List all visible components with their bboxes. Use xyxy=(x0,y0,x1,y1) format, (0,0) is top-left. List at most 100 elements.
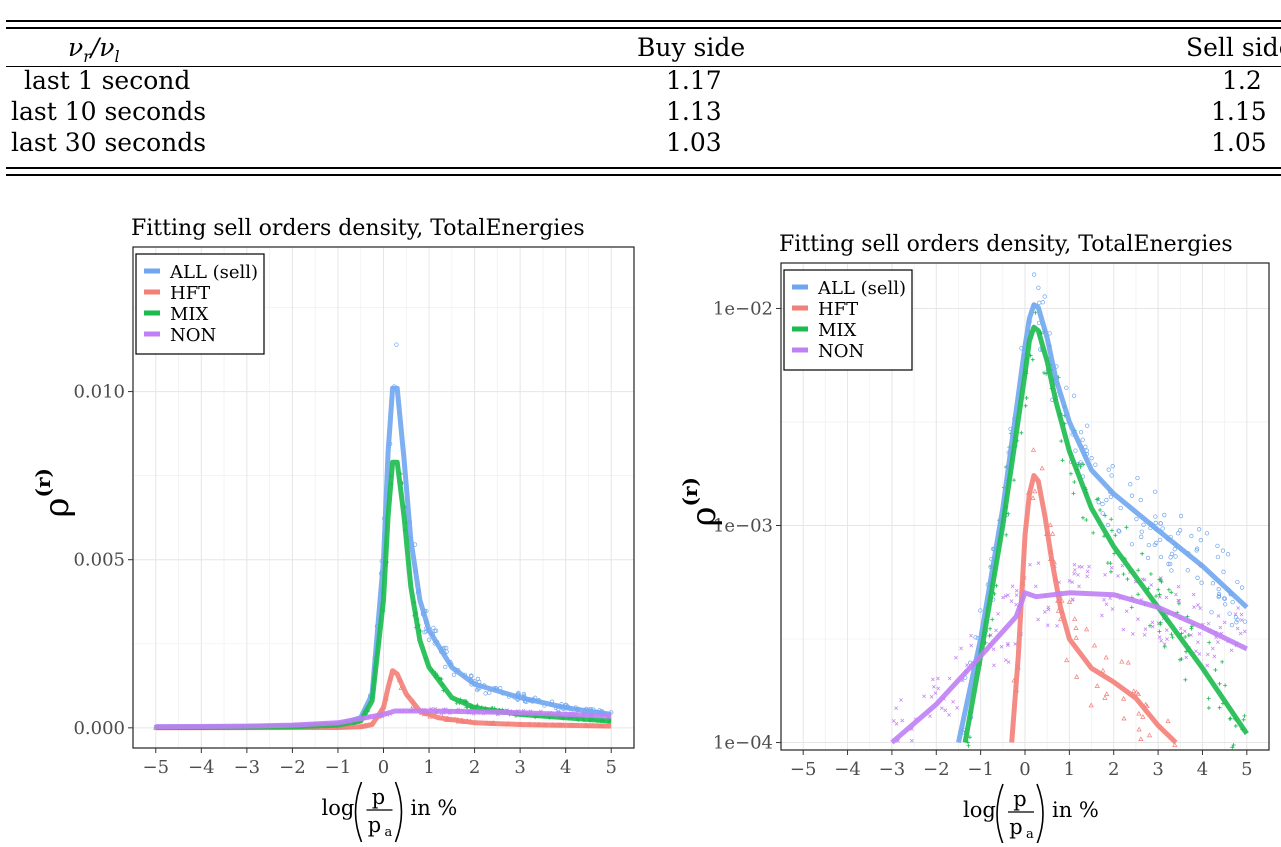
data-point xyxy=(947,712,951,717)
data-point xyxy=(1157,592,1162,597)
data-point xyxy=(1047,522,1053,527)
data-point xyxy=(1173,554,1178,559)
series-points-mix xyxy=(965,310,1247,750)
data-point xyxy=(1225,552,1231,557)
data-point xyxy=(1100,501,1105,507)
data-point xyxy=(1121,715,1127,721)
data-point xyxy=(1100,613,1104,618)
x-tick-label: 4 xyxy=(560,757,571,778)
y-tick-label: 1e−04 xyxy=(713,733,773,754)
x-tick-label: 0 xyxy=(1019,759,1030,780)
data-point xyxy=(1139,529,1144,534)
row-label: last 1 second xyxy=(24,66,191,95)
data-point xyxy=(1222,596,1228,601)
header-buy-side: Buy side xyxy=(637,33,746,62)
data-point xyxy=(1197,652,1202,656)
data-point xyxy=(1125,577,1130,582)
x-tick-label: −3 xyxy=(879,759,906,780)
series-line-hft xyxy=(155,668,612,731)
data-point xyxy=(1118,505,1123,511)
data-point xyxy=(1103,654,1109,660)
x-tick-label: 4 xyxy=(1197,759,1208,780)
data-point xyxy=(1013,642,1018,646)
data-point xyxy=(1206,705,1211,710)
data-point xyxy=(1100,511,1105,516)
data-point xyxy=(992,663,996,668)
data-point xyxy=(1085,574,1090,579)
data-point xyxy=(1153,514,1158,519)
data-point xyxy=(1036,617,1041,622)
data-point xyxy=(1121,572,1126,577)
x-axis-denominator-sub: a xyxy=(385,825,393,840)
x-axis-numerator: p xyxy=(372,785,385,809)
data-point xyxy=(1233,615,1239,620)
x-axis-paren-left xyxy=(996,783,1004,845)
data-point xyxy=(1172,742,1178,747)
data-point xyxy=(1194,548,1199,553)
header-sell-side: Sell side xyxy=(1186,33,1281,62)
data-point xyxy=(1235,626,1240,631)
data-point xyxy=(1162,642,1167,646)
data-point xyxy=(1144,703,1150,709)
data-point xyxy=(1087,564,1091,569)
data-point xyxy=(1192,605,1196,609)
legend-label-hft: HFT xyxy=(170,283,210,304)
data-point xyxy=(1166,561,1171,567)
data-point xyxy=(1176,601,1181,606)
data-point xyxy=(1183,635,1188,640)
data-point xyxy=(1154,594,1159,599)
x-tick-label: 2 xyxy=(469,757,480,778)
data-point xyxy=(1091,642,1098,648)
x-axis-paren-left xyxy=(354,781,363,843)
data-point xyxy=(1158,521,1163,526)
data-point xyxy=(1169,551,1175,557)
data-point xyxy=(1064,657,1070,663)
data-point xyxy=(1176,584,1181,589)
data-point xyxy=(1037,300,1042,305)
data-point xyxy=(1157,577,1162,582)
data-point xyxy=(1089,456,1094,461)
data-point xyxy=(1189,626,1194,631)
y-axis-rho-sup: (r) xyxy=(31,468,55,497)
data-point xyxy=(987,633,992,638)
data-point xyxy=(1154,540,1159,546)
data-point xyxy=(1055,623,1059,628)
data-point xyxy=(431,625,436,631)
chart-log-density: Fitting sell orders density, TotalEnergi… xyxy=(660,195,1281,845)
data-point xyxy=(1030,495,1036,500)
header-ratio-nu: ν xyxy=(68,33,84,62)
data-point xyxy=(1108,494,1114,500)
x-axis-suffix: in % xyxy=(411,796,458,820)
data-point xyxy=(954,655,958,660)
data-point xyxy=(1064,385,1069,390)
data-point xyxy=(1195,575,1200,580)
data-point xyxy=(1210,581,1216,586)
data-point xyxy=(1156,587,1161,592)
data-point xyxy=(475,676,481,682)
data-point xyxy=(929,694,934,699)
series-line-all xyxy=(956,302,1249,744)
chart-linear-density: Fitting sell orders density, TotalEnergi… xyxy=(0,195,640,843)
data-point xyxy=(1216,587,1221,592)
x-tick-label: −1 xyxy=(325,757,352,778)
data-point xyxy=(894,706,899,711)
data-point xyxy=(959,646,963,651)
data-point xyxy=(1206,621,1211,626)
data-point xyxy=(1194,546,1200,551)
x-tick-label: 3 xyxy=(1152,759,1163,780)
data-point xyxy=(1106,467,1111,472)
data-point xyxy=(1104,602,1109,607)
header-ratio-r: r xyxy=(83,47,91,66)
data-point xyxy=(1149,583,1154,587)
data-point xyxy=(1102,597,1106,602)
legend-label-all: ALL (sell) xyxy=(817,278,906,299)
data-point xyxy=(1162,512,1167,518)
data-point xyxy=(988,626,993,631)
data-point xyxy=(1006,660,1011,664)
data-point xyxy=(1140,551,1145,556)
data-point xyxy=(394,342,399,347)
data-point xyxy=(1004,532,1009,537)
data-point xyxy=(1197,631,1202,636)
data-point xyxy=(1129,605,1134,610)
